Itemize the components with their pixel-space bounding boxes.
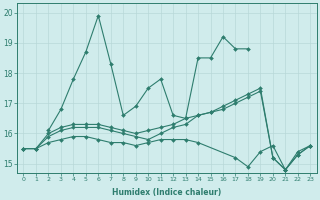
X-axis label: Humidex (Indice chaleur): Humidex (Indice chaleur) (112, 188, 221, 197)
